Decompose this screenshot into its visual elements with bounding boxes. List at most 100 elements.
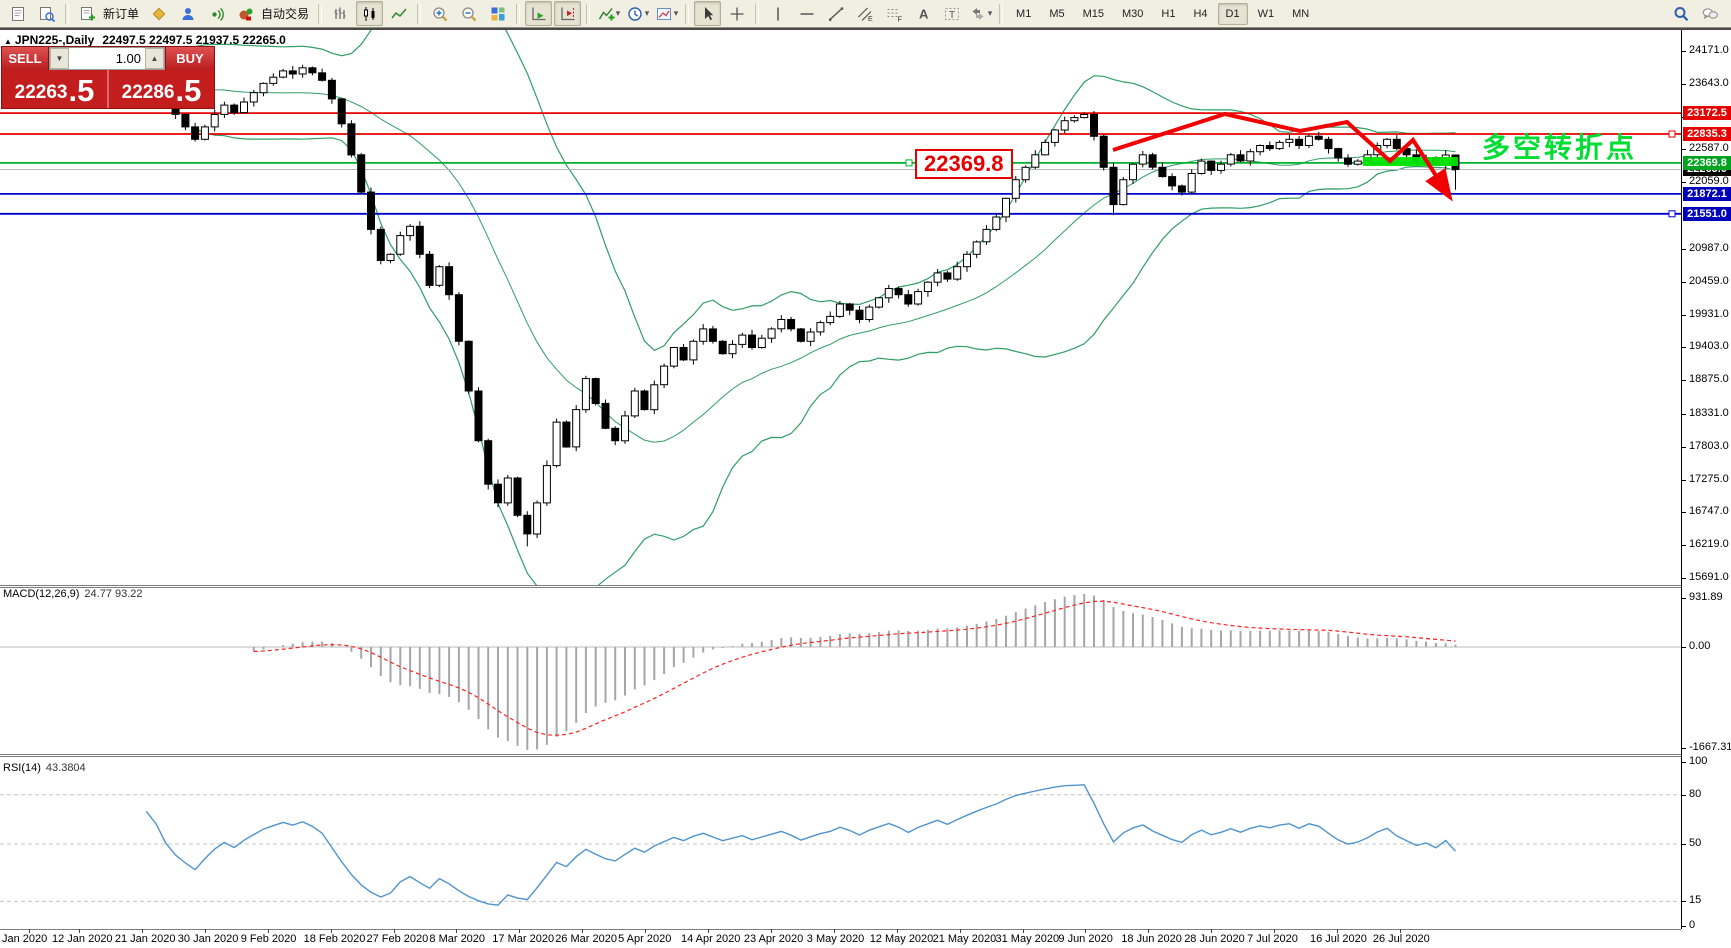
axis-tick	[1682, 844, 1686, 845]
price-tick-label: 15	[1689, 894, 1702, 907]
horizontal-line-icon	[798, 5, 816, 23]
new-order-label[interactable]: 新订单	[103, 7, 140, 21]
signals-button[interactable]	[203, 1, 230, 26]
autotrading-button[interactable]	[232, 1, 259, 26]
horizontal-line-button[interactable]	[793, 1, 820, 26]
price-axis[interactable]: 24171.023643.023115.022587.022059.020987…	[1681, 30, 1731, 931]
chat-button[interactable]	[1696, 1, 1723, 26]
axis-tick	[708, 929, 709, 933]
price-level-label: 22369.8	[915, 149, 1013, 179]
bar-chart-icon	[332, 5, 350, 23]
price-tick-label: 22059.0	[1689, 175, 1729, 188]
chart-window-button[interactable]	[4, 1, 31, 26]
window-preview-button[interactable]	[33, 1, 60, 26]
timeframe-m1[interactable]: M1	[1016, 7, 1032, 20]
trendline-button[interactable]	[822, 1, 849, 26]
pane-separator[interactable]	[0, 585, 1731, 588]
axis-tick	[1148, 929, 1150, 933]
equidistant-channel-button[interactable]: E	[851, 1, 878, 26]
price-badge: 21872.1	[1683, 186, 1731, 201]
timeframe-w1[interactable]: W1	[1257, 7, 1275, 20]
date-axis[interactable]: Jan 2020 12 Jan 2020 21 Jan 2020 30 Jan 202…	[0, 929, 1681, 948]
search-icon	[1672, 5, 1690, 23]
window-frame-edge	[0, 28, 1731, 30]
crosshair-icon	[728, 5, 746, 23]
axis-tick	[204, 929, 206, 933]
crosshair-button[interactable]	[723, 1, 750, 26]
axis-tick	[1682, 748, 1686, 749]
fibonacci-button[interactable]: F	[880, 1, 907, 26]
timeframe-d1[interactable]: D1	[1217, 2, 1248, 25]
price-tick-label: 18875.0	[1689, 373, 1729, 386]
autotrading-label[interactable]: 自动交易	[261, 7, 310, 21]
timeframe-m30[interactable]: M30	[1122, 7, 1144, 20]
chart-title: ▲ JPN225-,Daily 22497.5 22497.5 21937.5 22…	[4, 33, 286, 47]
auto-scroll-button[interactable]	[525, 1, 553, 26]
zoom-out-button[interactable]	[455, 1, 482, 26]
sell-button[interactable]: SELL	[2, 47, 49, 70]
date-label: 28 Jun 2020	[1184, 933, 1245, 945]
axis-tick	[645, 929, 647, 933]
volume-increase-button[interactable]: ▲	[145, 48, 164, 69]
ask-price[interactable]: 22286.5	[109, 70, 214, 108]
date-label: 12 May 2020	[869, 933, 934, 945]
axis-tick	[141, 929, 143, 933]
axis-tick	[330, 929, 332, 933]
new-order-button[interactable]	[74, 1, 101, 26]
date-label: 8 Mar 2020	[429, 933, 486, 945]
price-badge: 22369.8	[1683, 155, 1731, 170]
axis-tick	[1682, 646, 1686, 648]
toolbar-separator	[65, 3, 69, 24]
axis-tick	[1682, 545, 1686, 547]
date-label: 3 May 2020	[806, 933, 865, 945]
cursor-icon	[699, 5, 717, 23]
metaeditor-icon	[150, 5, 168, 23]
bid-price[interactable]: 22263.5	[2, 70, 109, 108]
text-label-icon: T	[943, 5, 961, 23]
auto-scroll-icon	[530, 5, 548, 23]
community-button[interactable]	[174, 1, 201, 26]
timeframe-mn[interactable]: MN	[1292, 7, 1310, 20]
text-button[interactable]: A	[909, 1, 936, 26]
axis-tick	[519, 929, 521, 933]
vertical-line-button[interactable]	[764, 1, 791, 26]
axis-tick	[1682, 446, 1686, 448]
timeframe-h1[interactable]: H1	[1161, 7, 1176, 20]
date-label: 31 May 2020	[995, 933, 1060, 945]
timeframe-h4[interactable]: H4	[1193, 7, 1208, 20]
zoom-out-icon	[460, 5, 478, 23]
indicators-icon	[597, 5, 615, 23]
volume-decrease-button[interactable]: ▼	[50, 48, 69, 69]
date-label: 18 Jun 2020	[1121, 933, 1182, 945]
axis-tick	[959, 929, 961, 933]
metaeditor-button[interactable]	[145, 1, 172, 26]
indicators-button[interactable]: ▾	[595, 1, 622, 26]
date-label: 23 Apr 2020	[743, 933, 804, 945]
bar-chart-button[interactable]	[327, 1, 354, 26]
timeframe-m5[interactable]: M5	[1049, 7, 1065, 20]
date-label: 21 May 2020	[932, 933, 997, 945]
templates-button[interactable]: ▾	[653, 1, 680, 26]
line-chart-button[interactable]	[385, 1, 412, 26]
chevron-down-icon: ▾	[673, 8, 679, 18]
axis-tick	[896, 929, 898, 933]
text-label-button[interactable]: T	[938, 1, 965, 26]
arrows-icon	[969, 5, 987, 23]
pane-separator[interactable]	[0, 754, 1731, 757]
volume-input[interactable]	[69, 48, 145, 69]
zoom-in-button[interactable]	[426, 1, 453, 26]
buy-button[interactable]: BUY	[165, 47, 214, 70]
timeframe-m15[interactable]: M15	[1082, 7, 1104, 20]
tile-windows-button[interactable]	[484, 1, 511, 26]
price-tick-label: 19403.0	[1689, 340, 1729, 353]
periods-button[interactable]: ▾	[624, 1, 651, 26]
axis-tick	[1682, 314, 1686, 316]
cursor-button[interactable]	[694, 1, 722, 26]
arrows-button[interactable]: ▾	[967, 1, 994, 26]
search-button[interactable]	[1667, 1, 1694, 26]
candlestick-chart-button[interactable]	[356, 1, 384, 26]
chat-icon	[1701, 5, 1719, 23]
ohlc-values: 22497.5 22497.5 21937.5 22265.0	[102, 33, 286, 47]
chart-shift-button[interactable]	[554, 1, 582, 26]
